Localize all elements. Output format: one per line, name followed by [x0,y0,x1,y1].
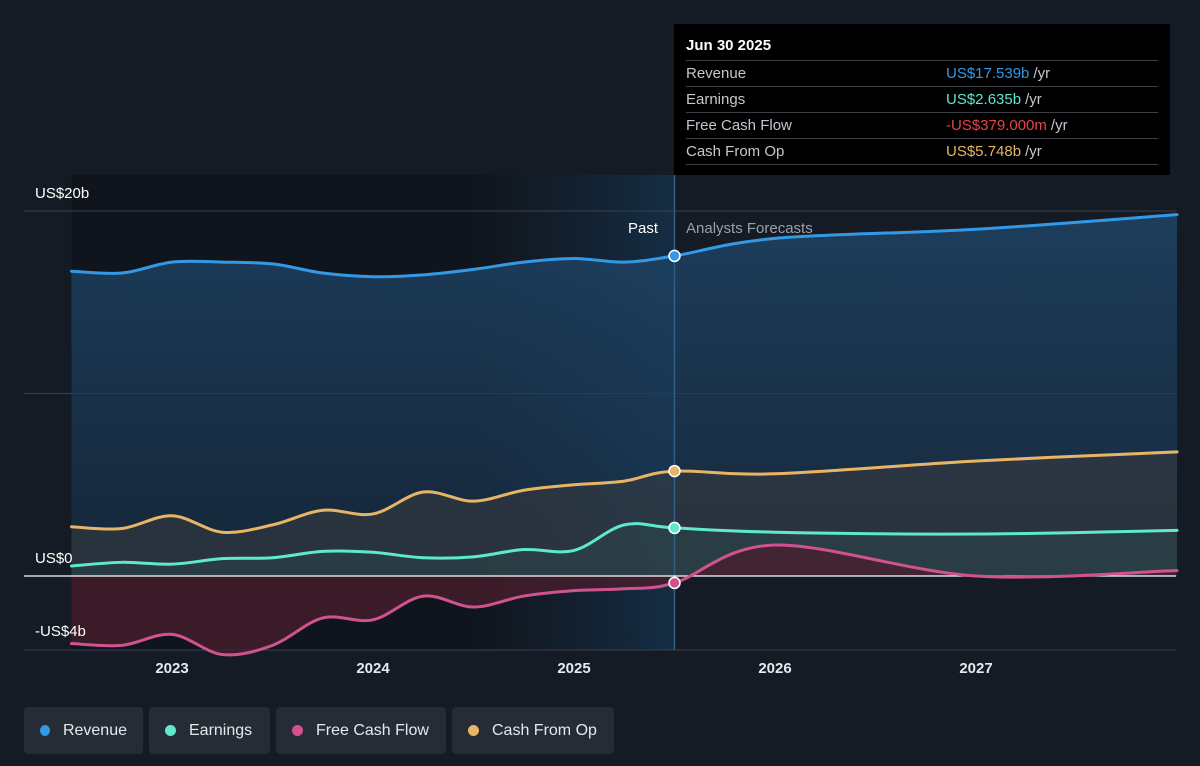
y-tick-label-top: US$20b [35,185,90,202]
tooltip-value: US$17.539b [946,65,1030,82]
tooltip-label: Earnings [686,91,746,108]
y-tick-label-zero: US$0 [35,550,73,567]
legend-dot-icon [165,725,176,736]
series-area-earnings [71,523,1177,576]
tooltip-label: Revenue [686,65,747,82]
tooltip-label: Cash From Op [686,143,785,160]
x-tick-label: 2025 [557,660,591,677]
x-tick-label: 2026 [758,660,792,677]
tooltip-row-revenue: Revenue US$17.539b /yr [686,60,1158,86]
legend-item-free-cash-flow[interactable]: Free Cash Flow [276,707,446,754]
series-marker-free-cash-flow [668,576,681,590]
tooltip-unit: /yr [1050,117,1068,134]
tooltip-value: -US$379.000m [946,117,1047,134]
legend-label: Earnings [189,721,253,739]
tooltip-unit: /yr [1025,91,1042,108]
legend-label: Cash From Op [492,721,597,739]
tooltip-row-free-cash-flow: Free Cash Flow -US$379.000m /yr [686,112,1158,138]
series-area-free-cash-flow [71,544,1177,655]
tooltip-value: US$5.748b [946,143,1022,160]
forecast-label: Analysts Forecasts [686,220,813,237]
tooltip-row-earnings: Earnings US$2.635b /yr [686,86,1158,112]
legend-label: Free Cash Flow [316,721,429,739]
series-marker-earnings [668,521,681,535]
tooltip-date: Jun 30 2025 [686,37,772,54]
y-tick-label-bottom: -US$4b [35,623,86,640]
series-marker-revenue [668,249,681,263]
series-area-cash-from-op [71,451,1177,576]
tooltip-row-cash-from-op: Cash From Op US$5.748b /yr [686,138,1158,165]
series-line-earnings [70,522,1179,568]
tooltip-unit: /yr [1033,65,1051,82]
legend-item-cash-from-op[interactable]: Cash From Op [452,707,614,754]
data-tooltip: Jun 30 2025 Revenue US$17.539b /yr Earni… [674,24,1170,175]
legend-dot-icon [292,725,303,736]
chart-canvas [24,175,1179,657]
x-tick-label: 2023 [155,660,189,677]
tooltip-label: Free Cash Flow [686,117,792,134]
legend-dot-icon [40,725,50,736]
tooltip-unit: /yr [1025,143,1042,160]
tooltip-value: US$2.635b [946,91,1022,108]
series-line-revenue [70,213,1179,279]
past-label: Past [628,220,659,237]
series-line-free-cash-flow [70,543,1179,657]
chart-legend: Revenue Earnings Free Cash Flow Cash Fro… [24,707,614,754]
legend-item-earnings[interactable]: Earnings [149,707,270,754]
series-marker-cash-from-op [668,464,681,478]
x-tick-label: 2027 [959,660,993,677]
legend-dot-icon [468,725,479,736]
legend-label: Revenue [62,721,127,739]
x-tick-label: 2024 [356,660,390,677]
series-line-cash-from-op [70,450,1179,534]
legend-item-revenue[interactable]: Revenue [24,707,143,754]
